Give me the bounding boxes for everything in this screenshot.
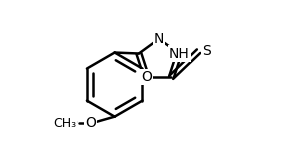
Text: N: N [154,32,164,46]
Text: O: O [85,117,96,131]
Text: O: O [66,117,77,131]
Text: O: O [141,70,152,84]
Text: CH₃: CH₃ [53,117,77,130]
Text: NH: NH [169,47,190,60]
Text: S: S [202,44,211,58]
